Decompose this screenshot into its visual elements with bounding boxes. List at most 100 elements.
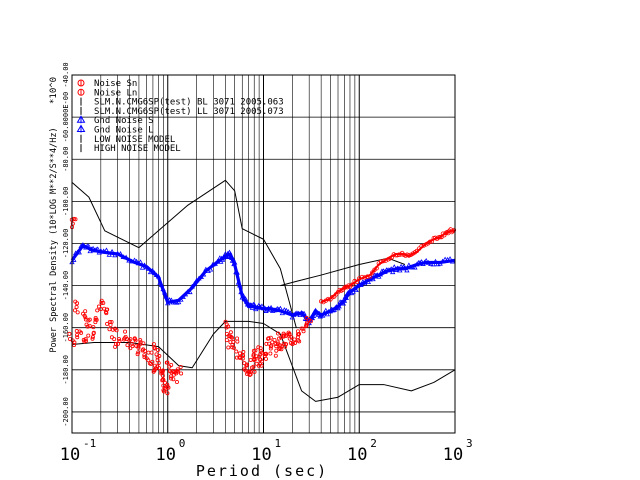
x-tick-label: 102 <box>347 437 377 465</box>
series-marker <box>86 333 91 338</box>
series-marker <box>231 339 236 344</box>
series-marker <box>103 247 110 253</box>
x-tick-base: 10 <box>443 445 463 465</box>
series-marker <box>423 258 429 263</box>
series-marker <box>72 340 77 345</box>
series-marker <box>157 280 163 285</box>
series-marker <box>359 274 365 280</box>
series-marker <box>279 310 286 316</box>
series-marker <box>365 274 370 279</box>
series-marker <box>138 338 143 343</box>
series-marker <box>160 286 166 292</box>
series-marker <box>330 307 336 313</box>
series-marker <box>75 310 80 315</box>
series-marker <box>151 270 158 275</box>
series-marker <box>145 266 152 271</box>
series-marker <box>98 248 104 253</box>
series-marker <box>120 254 126 259</box>
series-line <box>280 257 406 287</box>
series-marker <box>73 299 78 304</box>
series-marker <box>122 336 127 341</box>
series-marker <box>95 308 100 313</box>
series-marker <box>86 318 91 323</box>
series-marker <box>165 391 170 396</box>
series-marker <box>259 359 264 364</box>
series-marker <box>143 264 150 270</box>
series-marker <box>85 324 90 329</box>
series-marker <box>109 335 114 340</box>
series-marker <box>268 335 273 340</box>
series-marker <box>374 266 379 271</box>
series-marker <box>340 300 347 306</box>
series-marker <box>376 273 382 279</box>
series-marker <box>74 329 79 334</box>
series-marker <box>168 297 175 303</box>
series-marker <box>139 264 146 270</box>
series-marker <box>130 344 135 349</box>
x-tick-base: 10 <box>156 445 176 465</box>
series-marker <box>157 366 162 371</box>
series-marker <box>251 348 256 353</box>
series-marker <box>234 269 240 275</box>
y-tick-label: -140.00 <box>62 271 70 301</box>
series-marker <box>163 293 169 299</box>
y-tick-label: -180.00 <box>62 355 70 385</box>
series-marker <box>283 342 288 347</box>
series-marker <box>230 256 236 262</box>
y-tick-label: -160.00 <box>62 313 70 343</box>
series-marker <box>171 372 176 377</box>
x-tick-label: 103 <box>443 437 473 465</box>
series-marker <box>277 336 282 341</box>
series-marker <box>169 362 174 367</box>
series-marker <box>203 266 209 272</box>
series-marker <box>362 275 367 280</box>
series-marker <box>391 264 397 269</box>
series-marker <box>354 279 360 285</box>
series-marker <box>175 367 180 372</box>
series-marker <box>226 333 231 338</box>
series-marker <box>430 261 436 267</box>
series-marker <box>288 341 293 346</box>
series-marker <box>370 276 376 282</box>
y-tick-label: -200.00 <box>62 397 70 427</box>
series-marker <box>276 331 281 336</box>
series-marker <box>437 234 443 240</box>
x-tick-exponent: 3 <box>466 437 473 450</box>
x-tick-exponent: 2 <box>370 437 377 450</box>
series-marker <box>323 307 329 313</box>
legend-label: Gnd Noise S <box>94 116 154 126</box>
series-marker <box>83 337 88 342</box>
series-marker <box>268 351 273 356</box>
series-marker <box>301 310 307 316</box>
series-marker <box>397 267 403 273</box>
series-marker <box>275 342 280 347</box>
series-marker <box>320 312 326 318</box>
series-marker <box>85 243 92 249</box>
legend-label: HIGH NOISE MODEL <box>94 144 181 154</box>
x-tick-base: 10 <box>347 445 367 465</box>
series-marker <box>402 265 408 270</box>
series-marker <box>245 371 250 376</box>
series-marker <box>295 329 300 334</box>
series-marker <box>123 254 129 260</box>
series-marker <box>88 246 95 252</box>
series-marker <box>353 287 359 293</box>
series-marker <box>414 248 420 254</box>
series-marker <box>153 272 160 278</box>
series-marker <box>109 319 114 324</box>
series-marker <box>447 256 453 261</box>
series-marker <box>268 304 274 310</box>
series-marker <box>281 331 286 336</box>
series-marker <box>174 380 179 385</box>
series-marker <box>230 345 235 350</box>
series-marker <box>90 336 95 341</box>
series-marker <box>231 259 238 265</box>
y-axis-multiplier: *10^0 <box>49 77 59 104</box>
series-marker <box>163 387 168 392</box>
series-line <box>71 320 456 402</box>
series-marker <box>117 251 124 256</box>
x-tick-base: 10 <box>60 445 80 465</box>
x-tick-label: 10 1 <box>251 437 281 465</box>
